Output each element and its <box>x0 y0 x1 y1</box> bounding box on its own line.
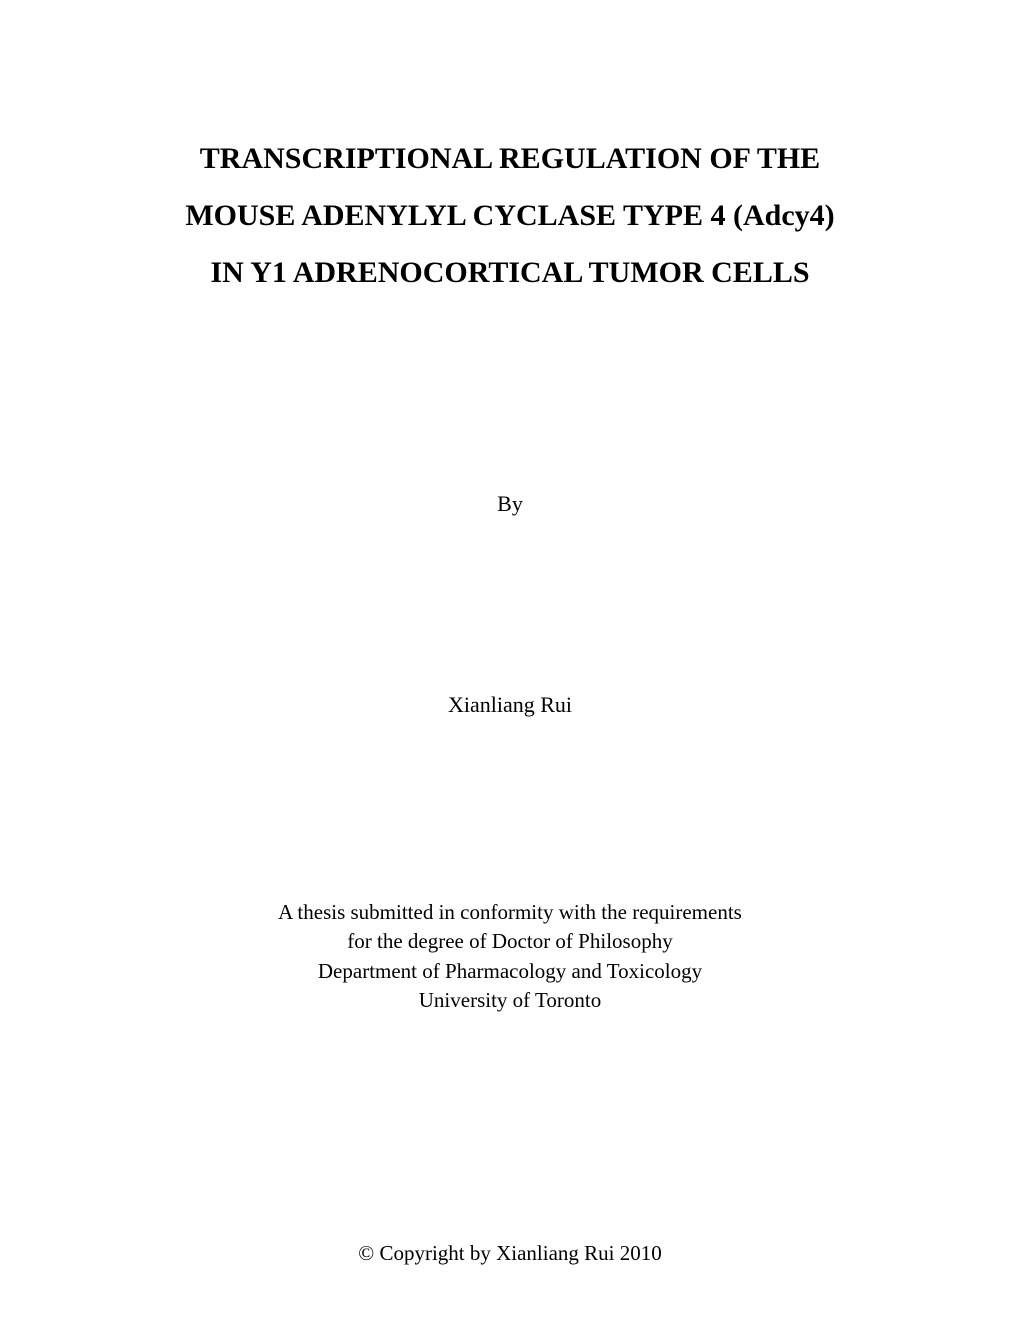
thesis-line-2: for the degree of Doctor of Philosophy <box>278 927 742 956</box>
thesis-title: TRANSCRIPTIONAL REGULATION OF THE MOUSE … <box>185 130 834 301</box>
title-line-2: MOUSE ADENYLYL CYCLASE TYPE 4 (Adcy4) <box>185 187 834 244</box>
thesis-line-4: University of Toronto <box>278 986 742 1015</box>
copyright-notice: © Copyright by Xianliang Rui 2010 <box>358 1241 662 1266</box>
thesis-statement: A thesis submitted in conformity with th… <box>278 898 742 1016</box>
thesis-title-page: TRANSCRIPTIONAL REGULATION OF THE MOUSE … <box>0 0 1020 1320</box>
thesis-line-3: Department of Pharmacology and Toxicolog… <box>278 957 742 986</box>
title-line-1: TRANSCRIPTIONAL REGULATION OF THE <box>185 130 834 187</box>
by-label: By <box>497 491 523 517</box>
author-name: Xianliang Rui <box>448 692 572 718</box>
thesis-line-1: A thesis submitted in conformity with th… <box>278 898 742 927</box>
title-line-3: IN Y1 ADRENOCORTICAL TUMOR CELLS <box>185 244 834 301</box>
